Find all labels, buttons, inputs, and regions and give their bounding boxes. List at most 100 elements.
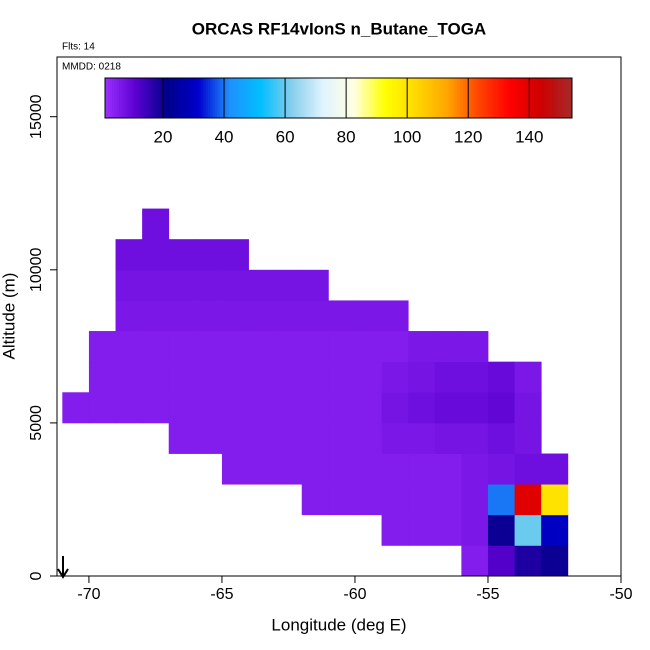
colorbar-swatch xyxy=(212,78,216,118)
colorbar-swatch xyxy=(529,78,533,118)
heat-cell xyxy=(354,361,382,393)
colorbar-swatch xyxy=(359,78,363,118)
colorbar-swatch xyxy=(189,78,192,118)
heat-cell xyxy=(142,331,170,363)
colorbar-swatch xyxy=(165,78,169,118)
colorbar-swatch xyxy=(473,78,477,118)
colorbar-swatch xyxy=(422,78,426,118)
colorbar-swatch xyxy=(298,78,302,118)
colorbar-swatch xyxy=(417,78,421,118)
colorbar-swatch xyxy=(401,78,405,118)
heat-cell xyxy=(381,422,409,454)
colorbar-swatch xyxy=(494,78,498,118)
x-axis-label: Longitude (deg E) xyxy=(271,615,406,634)
heat-cell xyxy=(301,331,329,363)
colorbar-swatch xyxy=(392,78,396,118)
colorbar-tick-label: 80 xyxy=(337,127,356,146)
heat-cell xyxy=(168,269,196,301)
heat-cell xyxy=(142,239,170,271)
colorbar-swatch xyxy=(385,78,389,118)
colorbar-swatch xyxy=(170,78,174,118)
colorbar-swatch xyxy=(485,78,489,118)
heat-cell xyxy=(115,361,143,393)
x-tick-label: -50 xyxy=(609,586,632,603)
colorbar-swatch xyxy=(478,78,482,118)
heat-cell xyxy=(221,331,249,363)
colorbar-swatch xyxy=(301,78,304,118)
colorbar-tick-label: 60 xyxy=(276,127,295,146)
heat-cell xyxy=(275,269,303,301)
colorbar-swatch xyxy=(224,78,227,118)
heat-cell xyxy=(328,300,356,332)
colorbar-swatch xyxy=(455,78,459,118)
colorbar-swatch xyxy=(317,78,321,118)
heat-cell xyxy=(461,545,489,577)
heat-cell xyxy=(275,422,303,454)
plot-frame xyxy=(56,56,622,577)
colorbar-swatch xyxy=(151,78,155,118)
heat-cell xyxy=(168,361,196,393)
colorbar-swatch xyxy=(569,78,573,118)
heat-cell xyxy=(221,361,249,393)
heat-cell xyxy=(275,361,303,393)
colorbar-swatch xyxy=(252,78,255,118)
heat-cell xyxy=(248,392,276,424)
colorbar-swatch xyxy=(490,78,494,118)
colorbar-swatch xyxy=(182,78,185,118)
heat-cell xyxy=(381,331,409,363)
colorbar-swatch xyxy=(464,78,468,118)
heat-cell xyxy=(514,514,542,546)
y-tick-label: 10000 xyxy=(28,247,45,292)
heat-cell xyxy=(434,361,462,393)
y-axis-label: Altitude (m) xyxy=(0,273,18,360)
colorbar-swatch xyxy=(380,78,384,118)
colorbar-swatch xyxy=(263,78,267,118)
colorbar-swatch xyxy=(123,78,127,118)
colorbar-swatch xyxy=(287,78,290,118)
colorbar-swatch xyxy=(268,78,272,118)
colorbar-swatch xyxy=(149,78,153,118)
colorbar-swatch xyxy=(112,78,115,118)
heat-cell xyxy=(408,514,436,546)
colorbar-swatch xyxy=(126,78,129,118)
colorbar-swatch xyxy=(394,78,398,118)
colorbar-swatch xyxy=(184,78,188,118)
colorbar-swatch xyxy=(480,78,484,118)
heat-cell xyxy=(168,392,196,424)
colorbar-swatch xyxy=(177,78,181,118)
colorbar-swatch xyxy=(567,78,571,118)
heat-cell xyxy=(461,422,489,454)
colorbar-swatch xyxy=(284,78,288,118)
colorbar-swatch xyxy=(308,78,311,118)
colorbar-swatch xyxy=(499,78,503,118)
colorbar-swatch xyxy=(450,78,454,118)
colorbar-swatch xyxy=(315,78,318,118)
heat-cell xyxy=(88,392,116,424)
colorbar-swatch xyxy=(137,78,141,118)
colorbar-swatch xyxy=(259,78,262,118)
colorbar-swatch xyxy=(280,78,283,118)
colorbar-swatch xyxy=(226,78,230,118)
heat-cell xyxy=(461,484,489,516)
colorbar-swatch xyxy=(518,78,522,118)
colorbar-tick-label: 120 xyxy=(454,127,482,146)
heat-cell xyxy=(168,239,196,271)
colorbar-swatch xyxy=(429,78,433,118)
colorbar-swatch xyxy=(452,78,456,118)
colorbar-swatch xyxy=(420,78,424,118)
colorbar-swatch xyxy=(441,78,445,118)
colorbar-swatch xyxy=(203,78,206,118)
heat-cell xyxy=(195,392,223,424)
colorbar-swatch xyxy=(345,78,349,118)
heat-cell xyxy=(461,361,489,393)
colorbar-swatch xyxy=(350,78,354,118)
annotation: MMDD: 0218 xyxy=(62,62,121,73)
colorbar-swatch xyxy=(443,78,447,118)
colorbar-swatch xyxy=(133,78,136,118)
heat-cell xyxy=(168,300,196,332)
colorbar-swatch xyxy=(522,78,526,118)
heat-cell xyxy=(328,484,356,516)
heat-cell xyxy=(275,392,303,424)
colorbar-swatch xyxy=(476,78,480,118)
